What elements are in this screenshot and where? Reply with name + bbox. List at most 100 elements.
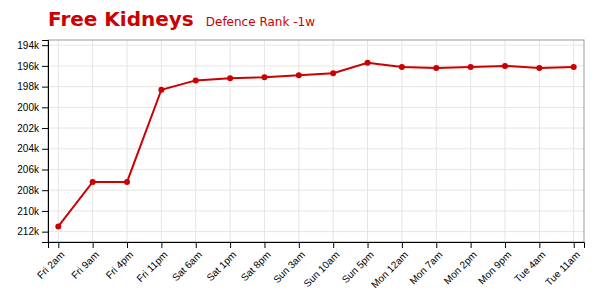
tick-label: Tue 4am bbox=[512, 249, 547, 284]
tick-label: Sat 8pm bbox=[239, 249, 273, 283]
tick-mark bbox=[299, 242, 300, 248]
grid-line bbox=[48, 190, 584, 191]
tick-label: 212k bbox=[17, 226, 40, 237]
grid-line bbox=[48, 128, 584, 129]
tick: 194k bbox=[17, 40, 48, 51]
tick-mark bbox=[42, 232, 48, 233]
grid-line bbox=[127, 40, 128, 242]
grid-line bbox=[573, 40, 574, 242]
title: Free Kidneys bbox=[48, 7, 194, 31]
tick-label: Tue 11am bbox=[543, 249, 582, 288]
tick-mark bbox=[42, 87, 48, 88]
tick-label: 200k bbox=[17, 102, 40, 113]
point bbox=[158, 87, 164, 93]
grid-line bbox=[58, 40, 59, 242]
plot-frame bbox=[48, 40, 584, 242]
tick: Tue 11am bbox=[543, 242, 582, 288]
tick-mark bbox=[230, 242, 231, 248]
tick-mark bbox=[539, 242, 540, 248]
tick: 202k bbox=[17, 123, 48, 134]
tick-mark bbox=[402, 242, 403, 248]
grid-line bbox=[195, 40, 196, 242]
tick-label: Mon 2pm bbox=[442, 249, 479, 286]
tick: Sun 10am bbox=[301, 242, 341, 289]
tick: Fri 2am bbox=[35, 242, 67, 281]
tick-mark bbox=[574, 242, 575, 248]
tick: 198k bbox=[17, 81, 48, 92]
point bbox=[90, 179, 96, 185]
grid-line bbox=[92, 40, 93, 242]
tick-mark bbox=[436, 242, 437, 248]
point bbox=[296, 72, 302, 78]
tick: Fri 11pm bbox=[135, 242, 170, 284]
grid-line bbox=[230, 40, 231, 242]
point bbox=[536, 65, 542, 71]
tick: 200k bbox=[17, 102, 48, 113]
tick: Sat 1pm bbox=[204, 242, 238, 283]
tick-label: Fri 9am bbox=[69, 249, 101, 281]
tick: 210k bbox=[17, 206, 48, 217]
tick-label: Mon 12am bbox=[369, 249, 410, 290]
tick-mark bbox=[42, 149, 48, 150]
grid-line bbox=[401, 40, 402, 242]
tick: Fri 9am bbox=[69, 242, 101, 281]
tick: Sun 5pm bbox=[340, 242, 376, 285]
tick-mark bbox=[333, 242, 334, 248]
tick-label: Fri 11pm bbox=[135, 249, 170, 284]
point bbox=[399, 64, 405, 70]
point bbox=[502, 63, 508, 69]
axis-line bbox=[42, 41, 49, 243]
x-axis: Fri 2amFri 9amFri 4pmFri 11pmSat 6amSat … bbox=[35, 242, 585, 290]
tick-mark bbox=[505, 242, 506, 248]
grid-line bbox=[48, 45, 584, 46]
tick-label: 206k bbox=[17, 164, 40, 175]
tick: Mon 12am bbox=[369, 242, 410, 290]
plot: 194k196k198k200k202k204k206k208k210k212k… bbox=[17, 40, 584, 290]
grid-line bbox=[504, 40, 505, 242]
tick-mark bbox=[161, 242, 162, 248]
tick-mark bbox=[264, 242, 265, 248]
tick: Mon 2pm bbox=[442, 242, 479, 286]
tick-mark bbox=[127, 242, 128, 248]
point bbox=[55, 223, 61, 229]
tick-mark bbox=[58, 242, 59, 248]
tick-mark bbox=[196, 242, 197, 248]
grid-line bbox=[48, 148, 584, 149]
point bbox=[124, 179, 130, 185]
tick-mark bbox=[42, 107, 48, 108]
tick-label: Mon 9pm bbox=[476, 249, 513, 286]
tick: Mon 9pm bbox=[476, 242, 513, 286]
tick-mark bbox=[42, 211, 48, 212]
tick: Sat 8pm bbox=[239, 242, 273, 283]
grid-line bbox=[48, 231, 584, 232]
tick-label: 196k bbox=[17, 61, 40, 72]
tick: Sat 6am bbox=[170, 242, 204, 283]
tick-label: Sun 10am bbox=[301, 249, 341, 289]
line bbox=[58, 63, 573, 227]
tick: Tue 4am bbox=[512, 242, 547, 284]
tick-label: 198k bbox=[17, 81, 40, 92]
axis-line bbox=[49, 243, 585, 249]
tick-mark bbox=[42, 45, 48, 46]
grid-line bbox=[264, 40, 265, 242]
point bbox=[571, 64, 577, 70]
grid-line bbox=[48, 107, 584, 108]
point bbox=[227, 75, 233, 81]
tick: 206k bbox=[17, 164, 48, 175]
point bbox=[330, 70, 336, 76]
point bbox=[365, 60, 371, 66]
tick-label: 202k bbox=[17, 123, 40, 134]
grid-line bbox=[470, 40, 471, 242]
grid bbox=[48, 40, 584, 242]
grid-line bbox=[48, 210, 584, 211]
subtitle: Defence Rank -1w bbox=[206, 15, 315, 29]
tick-mark bbox=[42, 66, 48, 67]
tick-label: 194k bbox=[17, 40, 40, 51]
tick-mark bbox=[42, 190, 48, 191]
tick: 212k bbox=[17, 226, 48, 237]
tick: 196k bbox=[17, 61, 48, 72]
tick-label: Sat 1pm bbox=[204, 249, 238, 283]
point bbox=[468, 64, 474, 70]
point bbox=[433, 65, 439, 71]
marks bbox=[55, 60, 576, 230]
